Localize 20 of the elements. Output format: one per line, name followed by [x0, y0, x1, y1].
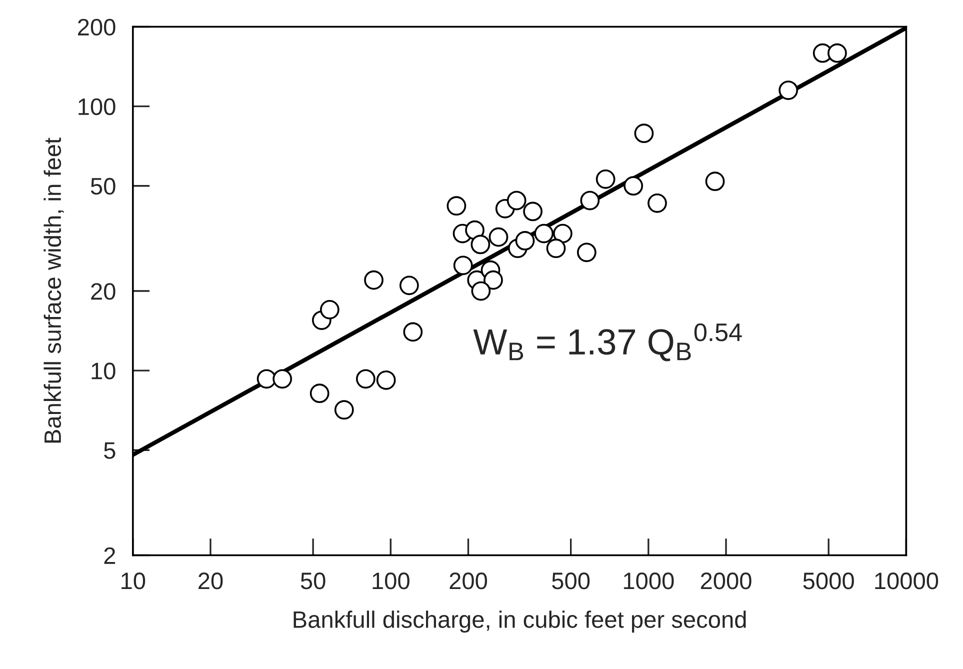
y-tick-label: 2	[104, 547, 116, 564]
x-tick-label: 10000	[875, 572, 938, 590]
x-tick-label: 5000	[803, 572, 854, 590]
x-axis-title: Bankfull discharge, in cubic feet per second	[294, 610, 746, 633]
x-tick-label: 200	[450, 572, 488, 590]
y-tick-label: 10	[92, 362, 116, 380]
y-tick-label: 5	[104, 442, 116, 459]
y-tick-label: 200	[78, 18, 116, 36]
x-tick-label: 500	[552, 572, 590, 590]
x-tick-label: 100	[372, 572, 410, 590]
x-tick-label: 10	[122, 572, 146, 590]
x-tick-label: 1000	[624, 572, 674, 590]
x-tick-label: 50	[300, 572, 326, 590]
y-tick-label: 20	[91, 283, 116, 300]
x-tick-label: 20	[198, 572, 223, 590]
y-tick-label: 100	[78, 98, 116, 116]
x-tick-label: 2000	[700, 572, 752, 590]
y-tick-label: 50	[90, 178, 116, 195]
y-axis-title: Bankfull surface width, in feet	[44, 138, 64, 443]
annotation: W$_{B}$ = 1.37 Q$_{B}$$^{0.54}$	[473, 323, 742, 362]
